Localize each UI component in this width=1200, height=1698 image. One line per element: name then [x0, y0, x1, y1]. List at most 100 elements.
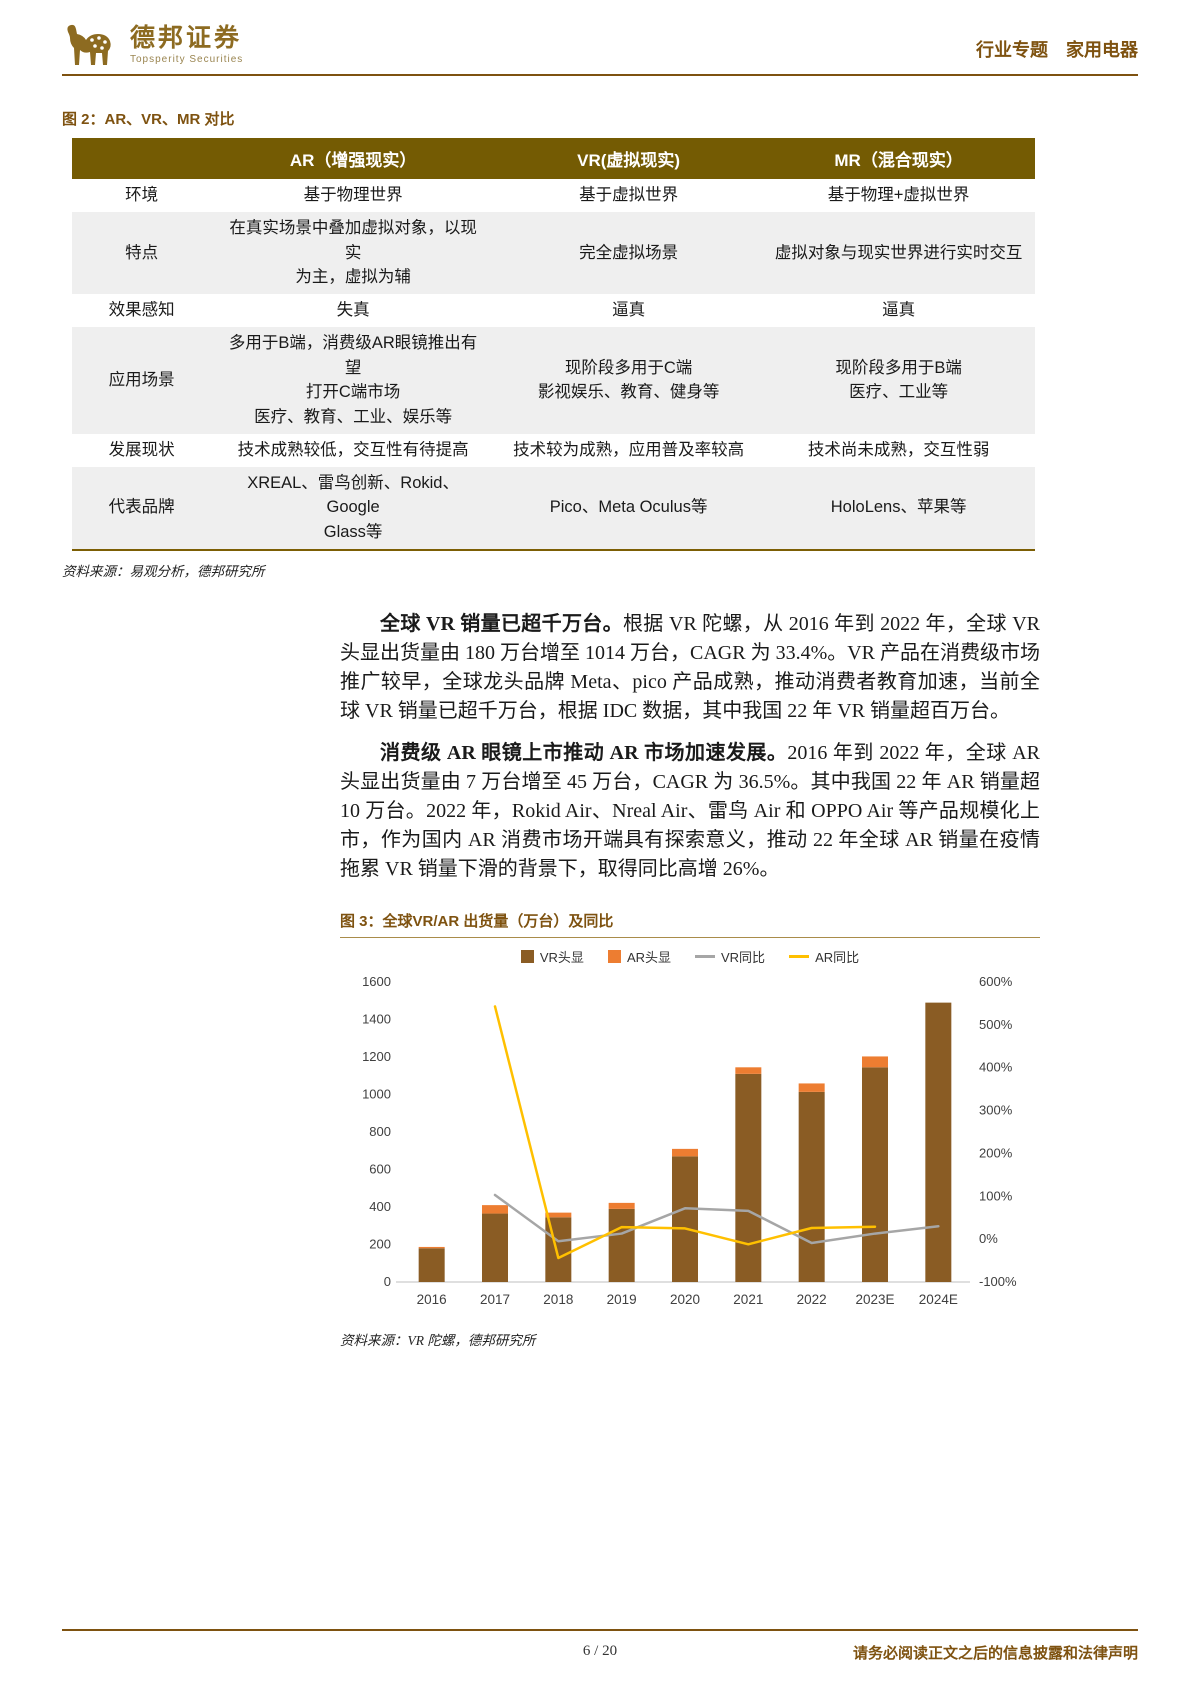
figure2-source: 资料来源：易观分析，德邦研究所 — [62, 563, 265, 579]
bar-vr-headset — [672, 1156, 698, 1282]
y-axis-left-tick: 1600 — [362, 974, 391, 989]
legend-item-ar-yoy: AR同比 — [789, 947, 859, 966]
table-row-label: 效果感知 — [108, 301, 175, 319]
figure2: 图 2：AR、VR、MR 对比 AR（增强现实） VR(虚拟现实) MR（混合现实）… — [62, 108, 1138, 580]
table-cell: 技术成熟较低，交互性有待提高 — [237, 440, 469, 459]
x-axis-tick: 2021 — [733, 1292, 763, 1307]
table-cell: Pico、Meta Oculus等 — [494, 466, 763, 550]
table-cell: 技术较为成熟，应用普及率较高 — [513, 440, 745, 459]
table-row-label: 应用场景 — [72, 326, 212, 434]
page-number: 6 / 20 — [582, 1643, 618, 1659]
legend-item-ar-yoy-swatch — [789, 954, 810, 958]
bar-ar-headset — [545, 1212, 572, 1218]
paragraph-vr-body: 根据 VR 陀螺，从 2016 年到 2022 年，全球 VR 头显出货量由 1… — [340, 612, 1041, 722]
table-row: 环境 基于物理世界 基于虚拟世界 基于物理+虚拟世界 — [72, 179, 1035, 212]
table-cell: 完全虚拟场景 — [494, 211, 763, 294]
table-cell: 现阶段多用于B端 医疗、工业等 — [762, 326, 1035, 434]
bar-ar-headset — [418, 1246, 445, 1248]
brand-text: 德邦证券 Topsperity Securities — [130, 23, 244, 66]
table-column-header: AR（增强现实） — [211, 138, 495, 179]
table-cell: 逼真 — [612, 301, 646, 319]
table-row-label: 特点 — [72, 211, 212, 294]
legend-item-ar-headset-label: AR头显 — [626, 949, 671, 965]
y-axis-left-tick: 200 — [369, 1236, 391, 1251]
table-row: 代表品牌 XREAL、雷鸟创新、Rokid、Google Glass等 Pico、M… — [72, 466, 1035, 550]
figure3-source: 资料来源：VR 陀螺，德邦研究所 — [340, 1332, 536, 1348]
table-cell: 基于物理+虚拟世界 — [827, 186, 970, 204]
table-cell: 基于物理世界 — [303, 186, 403, 204]
legend-item-ar-headset: AR头显 — [607, 947, 671, 966]
comparison-table: AR（增强现实） VR(虚拟现实) MR（混合现实） 环境 基于物理世界 基于虚拟世界 基… — [72, 138, 1035, 551]
y-axis-right-tick: 600% — [979, 974, 1013, 989]
y-axis-left-tick: 1200 — [362, 1049, 391, 1064]
brand: 德邦证券 Topsperity Securities — [62, 22, 243, 68]
table-cell: 逼真 — [882, 301, 916, 319]
y-axis-right-tick: 400% — [979, 1059, 1013, 1074]
figure2-caption: 图 2：AR、VR、MR 对比 — [62, 111, 235, 128]
figure3-caption: 图 3：全球VR/AR 出货量（万台）及同比 — [340, 910, 1040, 938]
table-column-header: MR（混合现实） — [762, 138, 1035, 179]
table-row: 发展现状 技术成熟较低，交互性有待提高 技术较为成熟，应用普及率较高 技术尚未成熟，交… — [72, 434, 1035, 467]
footer-disclaimer: 请务必阅读正文之后的信息披露和法律声明 — [852, 1646, 1138, 1662]
legend-item-vr-yoy: VR同比 — [695, 947, 765, 966]
table-row: 应用场景 多用于B端，消费级AR眼镜推出有望 打开C端市场 医疗、教育、工业、娱乐… — [72, 326, 1035, 434]
table-cell: 失真 — [336, 301, 370, 319]
line-ar-yoy — [493, 1004, 877, 1259]
paragraph-vr-lead: 全球 VR 销量已超千万台。 — [380, 612, 623, 635]
paragraph-ar-lead: 消费级 AR 眼镜上市推动 AR 市场加速发展。 — [380, 741, 788, 764]
legend-item-ar-headset-swatch — [607, 949, 621, 963]
bar-ar-headset — [862, 1056, 888, 1068]
footer-row: 6 / 20 请务必阅读正文之后的信息披露和法律声明 — [62, 1642, 1138, 1662]
page-header: 德邦证券 Topsperity Securities 行业专题 家用电器 — [62, 22, 1138, 68]
bar-vr-headset — [798, 1091, 825, 1282]
brand-name: 德邦证券 — [130, 23, 243, 52]
bar-vr-headset — [862, 1067, 888, 1282]
table-row: 特点 在真实场景中叠加虚拟对象，以现实 为主，虚拟为辅 完全虚拟场景 虚拟对象与现实世… — [72, 211, 1035, 294]
y-axis-right-tick: 500% — [979, 1017, 1013, 1032]
footer-divider — [62, 1629, 1138, 1631]
bar-ar-headset — [608, 1202, 635, 1209]
table-row-label: 环境 — [125, 186, 159, 204]
bar-ar-headset — [672, 1148, 698, 1157]
table-cell: 在真实场景中叠加虚拟对象，以现实 为主，虚拟为辅 — [211, 211, 495, 294]
legend-item-vr-headset-swatch — [520, 949, 534, 963]
table-cell: XREAL、雷鸟创新、Rokid、Google Glass等 — [211, 466, 495, 550]
y-axis-left-tick: 1400 — [362, 1011, 391, 1026]
table-cell: 基于虚拟世界 — [579, 186, 679, 204]
x-axis-tick: 2024E — [919, 1292, 958, 1307]
table-row-label: 发展现状 — [108, 440, 175, 459]
legend-item-vr-yoy-swatch — [695, 954, 715, 958]
table-header-row: AR（增强现实） VR(虚拟现实) MR（混合现实） — [72, 138, 1035, 179]
report-category: 行业专题 家用电器 — [976, 40, 1138, 60]
x-axis-tick: 2018 — [543, 1292, 573, 1307]
table-cell: 虚拟对象与现实世界进行实时交互 — [762, 211, 1035, 294]
paragraph-ar: 消费级 AR 眼镜上市推动 AR 市场加速发展。2016 年到 2022 年，全… — [340, 739, 1040, 884]
bar-ar-headset — [482, 1204, 508, 1214]
legend-item-vr-yoy-label: VR同比 — [721, 949, 766, 965]
paragraph-vr: 全球 VR 销量已超千万台。根据 VR 陀螺，从 2016 年到 2022 年，… — [340, 610, 1040, 726]
y-axis-left-tick: 0 — [384, 1274, 391, 1289]
y-axis-left-tick: 400 — [369, 1199, 391, 1214]
legend-item-vr-headset-label: VR头显 — [539, 949, 584, 965]
brand-subtitle: Topsperity Securities — [130, 54, 244, 66]
x-axis-tick: 2016 — [417, 1292, 447, 1307]
table-cell: 现阶段多用于C端 影视娱乐、教育、健身等 — [494, 326, 763, 434]
legend-item-ar-yoy-label: AR同比 — [815, 949, 860, 965]
brand-logo-icon — [62, 22, 120, 68]
bar-vr-headset — [735, 1073, 762, 1282]
table-cell: 多用于B端，消费级AR眼镜推出有望 打开C端市场 医疗、教育、工业、娱乐等 — [211, 326, 495, 434]
bar-vr-headset — [608, 1208, 635, 1282]
bar-vr-headset — [418, 1248, 445, 1282]
paragraph-ar-body: 2016 年到 2022 年，全球 AR 头显出货量由 7 万台增至 45 万台… — [340, 741, 1040, 880]
y-axis-left-tick: 600 — [369, 1161, 391, 1176]
x-axis-tick: 2017 — [480, 1292, 510, 1307]
y-axis-right-tick: 100% — [979, 1188, 1013, 1203]
bar-vr-headset — [925, 1002, 952, 1282]
y-axis-left-tick: 1000 — [362, 1086, 391, 1101]
x-axis-tick: 2022 — [797, 1292, 827, 1307]
vr-ar-shipments-chart: 0 200 400 600 800 1000 1200 1400 1600 -100% 0% 100%… — [362, 974, 1017, 1307]
y-axis-right-tick: 200% — [979, 1145, 1013, 1160]
x-axis-tick: 2020 — [670, 1292, 700, 1307]
bar-vr-headset — [545, 1217, 572, 1282]
